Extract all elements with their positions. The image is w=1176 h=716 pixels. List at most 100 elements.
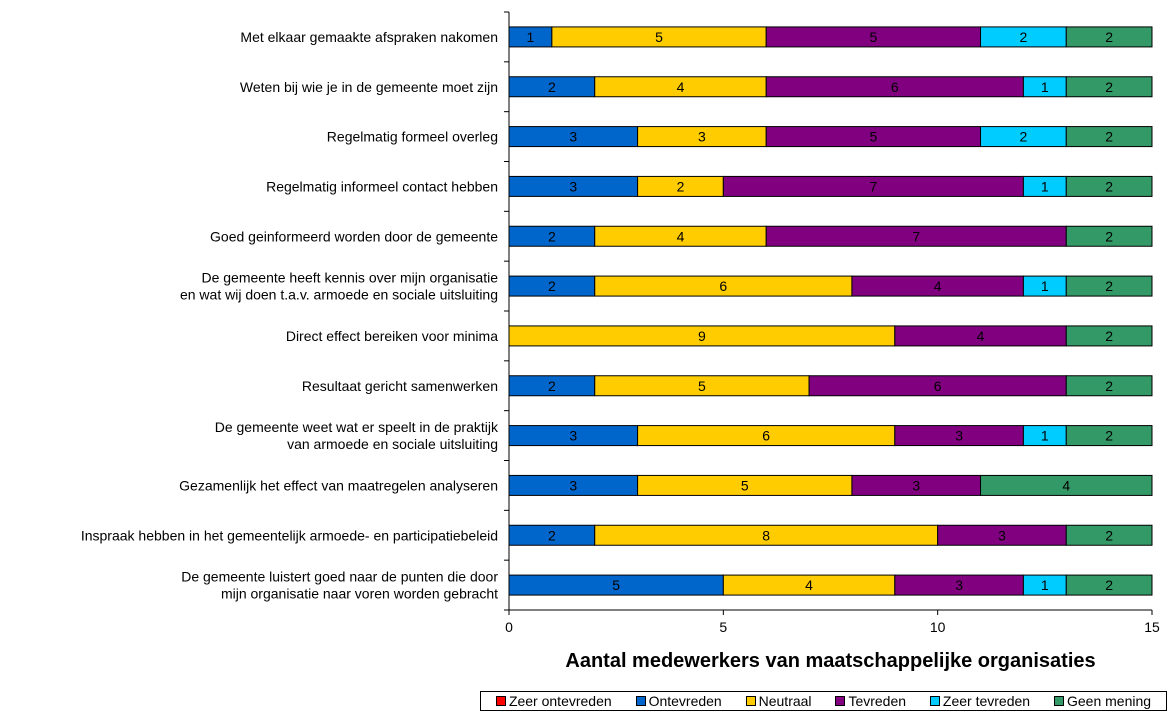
- bar-segment: [1065, 574, 1153, 596]
- category-label: mijn organisatie naar voren worden gebra…: [221, 586, 498, 602]
- bar-segment: [1065, 325, 1153, 347]
- category-label: Direct effect bereiken voor minima: [286, 328, 498, 344]
- value-label: 3: [569, 477, 577, 493]
- value-label: 2: [1105, 228, 1113, 244]
- value-label: 4: [1062, 477, 1070, 493]
- value-label: 7: [912, 228, 920, 244]
- x-tick-label: 5: [719, 619, 727, 635]
- value-label: 3: [698, 129, 706, 145]
- bar-segment: [1065, 375, 1153, 397]
- value-label: 5: [698, 378, 706, 394]
- legend-item: Tevreden: [835, 693, 906, 709]
- value-label: 3: [912, 477, 920, 493]
- value-label: 1: [527, 29, 535, 45]
- value-label: 5: [869, 29, 877, 45]
- value-label: 2: [1105, 527, 1113, 543]
- x-axis-title: Aantal medewerkers van maatschappelijke …: [565, 650, 1095, 672]
- value-label: 2: [1105, 278, 1113, 294]
- stacked-bar-chart: 1 5 5 2 22 4 6 1 23 3 5 2 23 2 7 1 22 4 7 22 6 4 1 29 4 22 5 6 23 6 3 1…: [81, 11, 1160, 672]
- bar-segment: [1065, 76, 1153, 98]
- value-label: 6: [934, 378, 942, 394]
- value-label: 2: [1020, 29, 1028, 45]
- category-label: Goed geinformeerd worden door de gemeent…: [210, 228, 498, 244]
- value-label: 3: [569, 428, 577, 444]
- bar-segment: [1065, 425, 1153, 447]
- category-label: Gezamenlijk het effect van maatregelen a…: [179, 477, 498, 493]
- value-label: 2: [1020, 129, 1028, 145]
- value-label: 2: [548, 278, 556, 294]
- x-tick-label: 0: [505, 619, 513, 635]
- value-label: 2: [1105, 79, 1113, 95]
- value-label: 6: [891, 79, 899, 95]
- legend-item: Zeer tevreden: [929, 693, 1031, 709]
- value-label: 5: [612, 577, 620, 593]
- legend-item: Geen mening: [1053, 693, 1152, 709]
- legend-swatch: [635, 696, 646, 706]
- axes-layer: [504, 11, 1153, 615]
- value-label: 7: [869, 178, 877, 194]
- bar-segment: [1065, 126, 1153, 148]
- legend-label: Zeer tevreden: [942, 693, 1031, 709]
- value-label: 3: [569, 129, 577, 145]
- legend-swatch: [835, 696, 846, 706]
- bar-segment: [1065, 175, 1153, 197]
- value-label: 2: [1105, 178, 1113, 194]
- value-label: 6: [719, 278, 727, 294]
- value-label: 5: [655, 29, 663, 45]
- value-label: 4: [977, 328, 985, 344]
- legend-swatch: [1053, 696, 1064, 706]
- bar-segment: [1065, 26, 1153, 48]
- value-label: 6: [762, 428, 770, 444]
- value-label: 2: [1105, 577, 1113, 593]
- legend: Zeer ontevreden Ontevreden Neutraal Tevrede…: [480, 691, 1167, 711]
- value-label: 1: [1041, 79, 1049, 95]
- bar-segment: [1065, 275, 1153, 297]
- value-label: 9: [698, 328, 706, 344]
- value-label: 3: [569, 178, 577, 194]
- category-label: De gemeente luistert goed naar de punten…: [181, 569, 498, 585]
- category-label: Regelmatig formeel overleg: [327, 129, 498, 145]
- value-label: 2: [1105, 129, 1113, 145]
- value-label: 8: [762, 527, 770, 543]
- category-label: van armoede en sociale uitsluiting: [287, 436, 498, 452]
- value-label: 2: [548, 378, 556, 394]
- value-label: 3: [955, 428, 963, 444]
- value-label: 3: [955, 577, 963, 593]
- legend-swatch: [745, 696, 756, 706]
- value-label: 5: [741, 477, 749, 493]
- category-labels: Met elkaar gemaakte afspraken nakomen Wet…: [81, 29, 499, 602]
- legend-swatch: [929, 696, 940, 706]
- legend-label: Ontevreden: [648, 693, 722, 709]
- value-label: 2: [1105, 29, 1113, 45]
- legend-item: Neutraal: [745, 693, 812, 709]
- value-label: 2: [1105, 328, 1113, 344]
- value-label: 4: [805, 577, 813, 593]
- category-label: en wat wij doen t.a.v. armoede en social…: [180, 287, 498, 303]
- category-label: Regelmatig informeel contact hebben: [266, 178, 498, 194]
- value-label: 2: [548, 228, 556, 244]
- legend-item: Ontevreden: [635, 693, 722, 709]
- legend-label: Neutraal: [758, 693, 812, 709]
- category-label: Weten bij wie je in de gemeente moet zij…: [240, 79, 498, 95]
- bar-segment: [1065, 225, 1153, 247]
- category-label: Resultaat gericht samenwerken: [302, 378, 498, 394]
- legend-label: Zeer ontevreden: [508, 693, 612, 709]
- legend-item: Zeer ontevreden: [495, 693, 612, 709]
- legend-swatch: [495, 696, 506, 706]
- bar-segment: [1065, 524, 1153, 546]
- value-label: 2: [548, 527, 556, 543]
- value-label: 2: [548, 79, 556, 95]
- value-label: 2: [1105, 428, 1113, 444]
- bars-layer: 1 5 5 2 22 4 6 1 23 3 5 2 23 2 7 1 22 4 7 22 6 4 1 29 4 22 5 6 23 6 3 1…: [508, 26, 1153, 596]
- value-label: 1: [1041, 178, 1049, 194]
- category-label: De gemeente weet wat er speelt in de pra…: [215, 419, 499, 435]
- legend-label: Geen mening: [1066, 693, 1152, 709]
- value-label: 4: [677, 228, 685, 244]
- category-label: Met elkaar gemaakte afspraken nakomen: [240, 29, 498, 45]
- category-label: De gemeente heeft kennis over mijn organ…: [201, 270, 498, 286]
- value-label: 1: [1041, 278, 1049, 294]
- x-tick-label: 10: [930, 619, 946, 635]
- value-label: 5: [869, 129, 877, 145]
- category-label: Inspraak hebben in het gemeentelijk armo…: [81, 527, 498, 543]
- bar-segment: [980, 474, 1153, 496]
